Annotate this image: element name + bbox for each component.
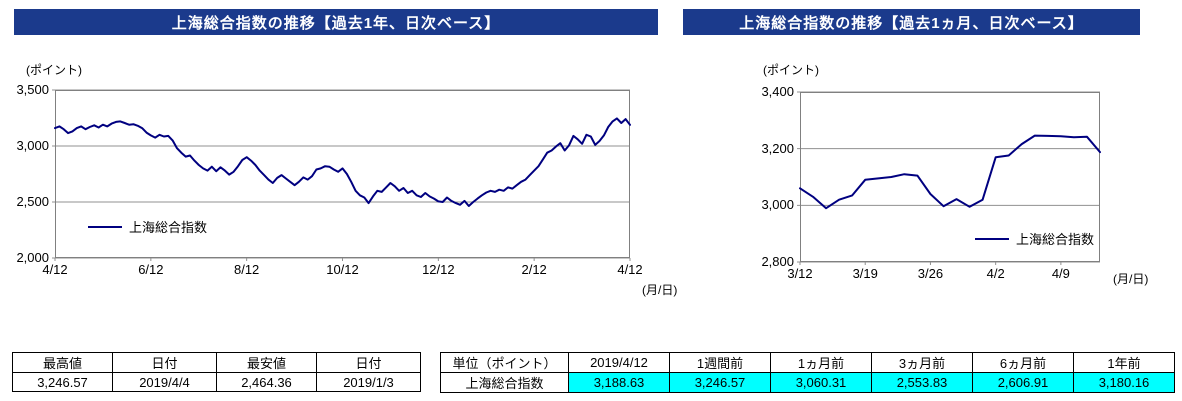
legend-label: 上海総合指数 xyxy=(1016,232,1095,247)
history-table: 単位（ポイント） 2019/4/12 1週間前 1ヵ月前 3ヵ月前 6ヵ月前 1… xyxy=(440,352,1175,393)
highest-date: 2019/4/4 xyxy=(112,372,217,392)
x-axis-tick-label: 3/26 xyxy=(917,266,944,281)
6month-ago-value: 2,606.91 xyxy=(972,372,1074,393)
highest-date-header: 日付 xyxy=(112,352,217,373)
1month-ago-value: 3,060.31 xyxy=(770,372,872,393)
legend: 上海総合指数 xyxy=(88,217,207,236)
month-line-series xyxy=(799,134,1101,210)
latest-value: 3,188.63 xyxy=(568,372,670,393)
y-axis-tick-label: 3,200 xyxy=(761,140,794,156)
chart-title-1month: 上海総合指数の推移【過去1ヵ月、日次ベース】 xyxy=(683,9,1140,35)
y-axis-unit-label: (ポイント) xyxy=(26,63,82,77)
lowest-header: 最安値 xyxy=(216,352,317,373)
1week-ago-header: 1週間前 xyxy=(669,352,771,373)
x-axis-tick-label: 10/12 xyxy=(326,262,359,277)
x-axis-tick-label: 3/19 xyxy=(852,266,878,281)
6month-ago-header: 6ヵ月前 xyxy=(972,352,1074,373)
legend-line-sample xyxy=(88,225,122,228)
x-axis-unit-label: (月/日) xyxy=(642,283,678,297)
x-axis-tick-label: 8/12 xyxy=(233,262,260,277)
1week-ago-value: 3,246.57 xyxy=(669,372,771,393)
x-axis-tick-label: 3/12 xyxy=(787,266,813,281)
1month-ago-header: 1ヵ月前 xyxy=(770,352,872,373)
3month-ago-header: 3ヵ月前 xyxy=(871,352,973,373)
y-axis-tick-label: 3,000 xyxy=(761,197,794,213)
lowest-date-header: 日付 xyxy=(316,352,421,373)
highest-value: 3,246.57 xyxy=(12,372,113,392)
x-axis-unit-label: (月/日) xyxy=(1113,272,1149,286)
highest-header: 最高値 xyxy=(12,352,113,373)
table-header-row: 単位（ポイント） 2019/4/12 1週間前 1ヵ月前 3ヵ月前 6ヵ月前 1… xyxy=(440,352,1175,373)
legend: 上海総合指数 xyxy=(975,229,1094,248)
high-low-table: 最高値 日付 最安値 日付 3,246.57 2019/4/4 2,464.36… xyxy=(12,352,421,392)
y-axis-unit-label: (ポイント) xyxy=(763,63,819,77)
y-axis-tick-label: 3,000 xyxy=(16,138,49,153)
legend-label: 上海総合指数 xyxy=(129,220,208,235)
table-value-row: 上海総合指数 3,188.63 3,246.57 3,060.31 2,553.… xyxy=(440,372,1175,393)
y-axis-tick-label: 2,800 xyxy=(761,254,794,269)
year-line-series xyxy=(54,117,631,207)
legend-line-sample xyxy=(975,237,1009,240)
1year-ago-header: 1年前 xyxy=(1073,352,1175,373)
x-axis-tick-label: 4/2 xyxy=(986,266,1005,281)
x-axis-tick-label: 12/12 xyxy=(422,262,455,277)
1year-ago-value: 3,180.16 xyxy=(1073,372,1175,393)
x-axis-tick-label: 4/12 xyxy=(42,262,68,277)
3month-ago-value: 2,553.83 xyxy=(871,372,973,393)
month-chart-canvas xyxy=(797,91,1101,265)
chart-1month: (ポイント) (月/日) 上海総合指数 3,400 3,200 3,000 2,800… xyxy=(710,55,1182,305)
y-axis-tick-label: 2,500 xyxy=(16,194,49,209)
x-axis-tick-label: 2/12 xyxy=(521,262,547,277)
x-axis-tick-label: 6/12 xyxy=(138,262,164,277)
chart-title-1year: 上海総合指数の推移【過去1年、日次ベース】 xyxy=(14,9,658,35)
y-axis-tick-label: 3,500 xyxy=(16,82,49,97)
y-axis-tick-label: 2,000 xyxy=(16,250,49,265)
index-row-label: 上海総合指数 xyxy=(440,372,569,393)
chart-1year: (ポイント) (月/日) 上海総合指数 3,500 3,000 2,500 2,000… xyxy=(0,55,710,305)
x-axis-tick-label: 4/9 xyxy=(1051,266,1070,281)
table-header-row: 最高値 日付 最安値 日付 xyxy=(12,352,421,373)
lowest-date: 2019/1/3 xyxy=(316,372,421,392)
year-chart-canvas xyxy=(52,89,631,261)
lowest-value: 2,464.36 xyxy=(216,372,317,392)
latest-date-header: 2019/4/12 xyxy=(568,352,670,373)
unit-header: 単位（ポイント） xyxy=(440,352,569,373)
y-axis-tick-label: 3,400 xyxy=(761,84,794,99)
table-value-row: 3,246.57 2019/4/4 2,464.36 2019/1/3 xyxy=(12,372,421,392)
x-axis-tick-label: 4/12 xyxy=(617,262,643,277)
